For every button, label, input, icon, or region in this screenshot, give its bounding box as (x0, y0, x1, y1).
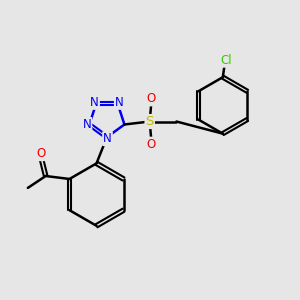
Text: Cl: Cl (220, 54, 232, 67)
Text: O: O (37, 147, 46, 160)
Text: S: S (146, 115, 154, 128)
Text: O: O (147, 138, 156, 151)
Text: N: N (115, 96, 124, 109)
Text: N: N (103, 132, 112, 145)
Text: O: O (147, 92, 156, 105)
Text: N: N (82, 118, 91, 131)
Text: N: N (90, 96, 99, 109)
